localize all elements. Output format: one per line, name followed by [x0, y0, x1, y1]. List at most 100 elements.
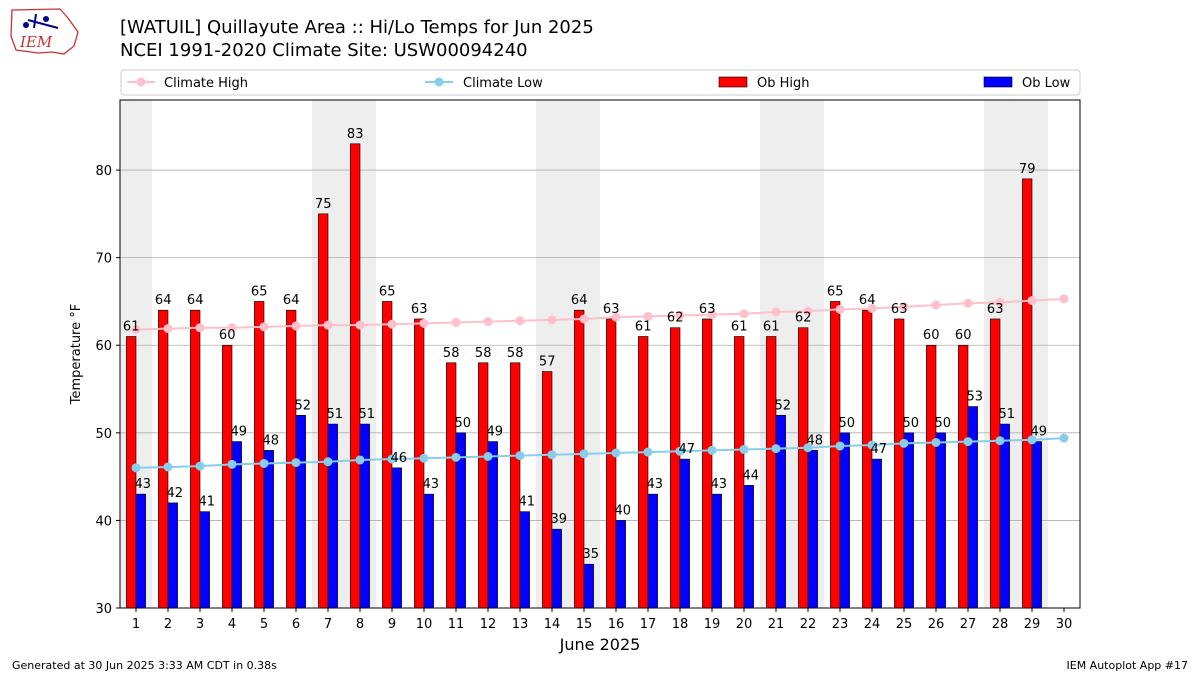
ob-low-label-day-15: 35 — [583, 547, 600, 562]
ob-low-bar-day-7 — [327, 423, 338, 609]
ob-low-bar-day-13 — [519, 511, 530, 609]
ob-high-bar-day-18 — [670, 327, 681, 609]
climate-low-point-day-13 — [515, 451, 525, 461]
ob-high-label-day-17: 61 — [635, 319, 652, 334]
climate-high-point-day-26 — [931, 300, 941, 310]
climate-high-point-day-23 — [835, 304, 845, 314]
climate-high-point-day-28 — [995, 297, 1005, 307]
ob-high-bar-day-28 — [990, 318, 1001, 609]
ob-high-label-day-12: 58 — [475, 346, 492, 361]
ob-low-label-day-17: 43 — [647, 477, 664, 492]
climate-high-point-day-2 — [163, 324, 173, 334]
climate-low-point-day-21 — [771, 444, 781, 454]
ob-low-label-day-29: 49 — [1031, 425, 1048, 440]
y-tick-label-50: 50 — [95, 427, 112, 442]
ob-high-label-day-9: 65 — [379, 284, 396, 299]
ob-low-label-day-26: 50 — [935, 416, 952, 431]
ob-low-label-day-12: 49 — [487, 425, 504, 440]
ob-low-bar-day-9 — [391, 467, 402, 609]
ob-high-label-day-3: 64 — [187, 293, 204, 308]
ob-high-label-day-20: 61 — [731, 319, 748, 334]
ob-low-label-day-9: 46 — [391, 451, 408, 466]
ob-low-bar-day-12 — [487, 441, 498, 609]
x-tick-label-29: 29 — [1024, 617, 1041, 632]
ob-low-bar-day-25 — [903, 432, 914, 609]
logo-text: IEM — [19, 33, 53, 51]
ob-low-bar-day-26 — [935, 432, 946, 609]
climate-high-point-day-7 — [323, 320, 333, 330]
ob-low-bar-day-22 — [807, 450, 818, 609]
climate-high-point-day-24 — [867, 303, 877, 313]
climate-high-point-day-11 — [451, 317, 461, 327]
climate-high-point-day-6 — [291, 321, 301, 331]
climate-low-point-day-5 — [259, 458, 269, 468]
climate-low-line — [135, 437, 1065, 469]
ob-low-bar-day-14 — [551, 528, 562, 609]
ob-low-bar-day-15 — [583, 563, 594, 609]
ob-low-label-day-24: 47 — [871, 442, 888, 457]
climate-low-point-day-12 — [483, 451, 493, 461]
app-credit: IEM Autoplot App #17 — [1066, 659, 1189, 672]
ob-high-label-day-5: 65 — [251, 284, 268, 299]
x-tick-label-25: 25 — [896, 617, 913, 632]
x-tick-label-7: 7 — [324, 617, 332, 632]
climate-low-point-day-28 — [995, 436, 1005, 446]
legend-climate-high-marker — [136, 77, 146, 87]
climate-high-point-day-25 — [899, 302, 909, 312]
ob-high-bar-day-4 — [222, 344, 233, 609]
ob-low-label-day-6: 52 — [295, 398, 312, 413]
ob-high-label-day-25: 63 — [891, 302, 908, 317]
climate-high-point-day-17 — [643, 311, 653, 321]
x-tick-label-10: 10 — [416, 617, 433, 632]
ob-high-bar-day-11 — [446, 362, 457, 609]
climate-low-point-day-20 — [739, 444, 749, 454]
legend-climate-low-marker — [434, 77, 444, 87]
ob-low-label-day-16: 40 — [615, 503, 632, 518]
legend-box — [120, 69, 1081, 96]
ob-low-label-day-28: 51 — [999, 407, 1016, 422]
iem-logo: IEM — [10, 8, 79, 55]
climate-low-point-day-19 — [707, 445, 717, 455]
x-tick-label-28: 28 — [992, 617, 1009, 632]
ob-low-label-day-27: 53 — [967, 390, 984, 405]
ob-high-bar-day-13 — [510, 362, 521, 609]
x-tick-label-8: 8 — [356, 617, 364, 632]
x-axis-label: June 2025 — [559, 635, 641, 654]
ob-low-bar-day-17 — [647, 493, 658, 609]
ob-high-label-day-24: 64 — [859, 293, 876, 308]
ob-low-label-day-3: 41 — [199, 495, 216, 510]
ob-high-bar-day-25 — [894, 318, 905, 609]
ob-high-label-day-21: 61 — [763, 319, 780, 334]
ob-high-label-day-7: 75 — [315, 197, 332, 212]
ob-high-label-day-2: 64 — [155, 293, 172, 308]
climate-low-point-day-6 — [291, 458, 301, 468]
climate-low-point-day-23 — [835, 441, 845, 451]
climate-high-point-day-27 — [963, 298, 973, 308]
ob-high-bar-day-8 — [350, 143, 361, 609]
ob-low-bar-day-29 — [1031, 441, 1042, 609]
ob-high-bar-day-29 — [1022, 178, 1033, 609]
climate-high-point-day-14 — [547, 315, 557, 325]
ob-high-label-day-16: 63 — [603, 302, 620, 317]
legend-climate-low-label: Climate Low — [463, 76, 543, 91]
ob-high-label-day-19: 63 — [699, 302, 716, 317]
climate-low-point-day-7 — [323, 457, 333, 467]
ob-high-bar-day-3 — [190, 309, 201, 609]
legend-ob-high-swatch — [718, 76, 748, 88]
y-tick-label-60: 60 — [95, 339, 112, 354]
generated-timestamp: Generated at 30 Jun 2025 3:33 AM CDT in … — [12, 659, 277, 672]
ob-low-label-day-11: 50 — [455, 416, 472, 431]
ob-high-label-day-1: 61 — [123, 319, 140, 334]
climate-high-point-day-1 — [131, 324, 141, 334]
x-tick-label-14: 14 — [544, 617, 561, 632]
ob-high-bar-day-22 — [798, 327, 809, 609]
x-tick-label-11: 11 — [448, 617, 465, 632]
x-tick-label-3: 3 — [196, 617, 204, 632]
climate-high-point-day-16 — [611, 312, 621, 322]
x-tick-label-21: 21 — [768, 617, 785, 632]
ob-high-label-day-26: 60 — [923, 328, 940, 343]
climate-low-point-day-11 — [451, 452, 461, 462]
ob-high-bar-day-16 — [606, 318, 617, 609]
ob-low-label-day-22: 48 — [807, 433, 824, 448]
climate-low-point-day-9 — [387, 454, 397, 464]
